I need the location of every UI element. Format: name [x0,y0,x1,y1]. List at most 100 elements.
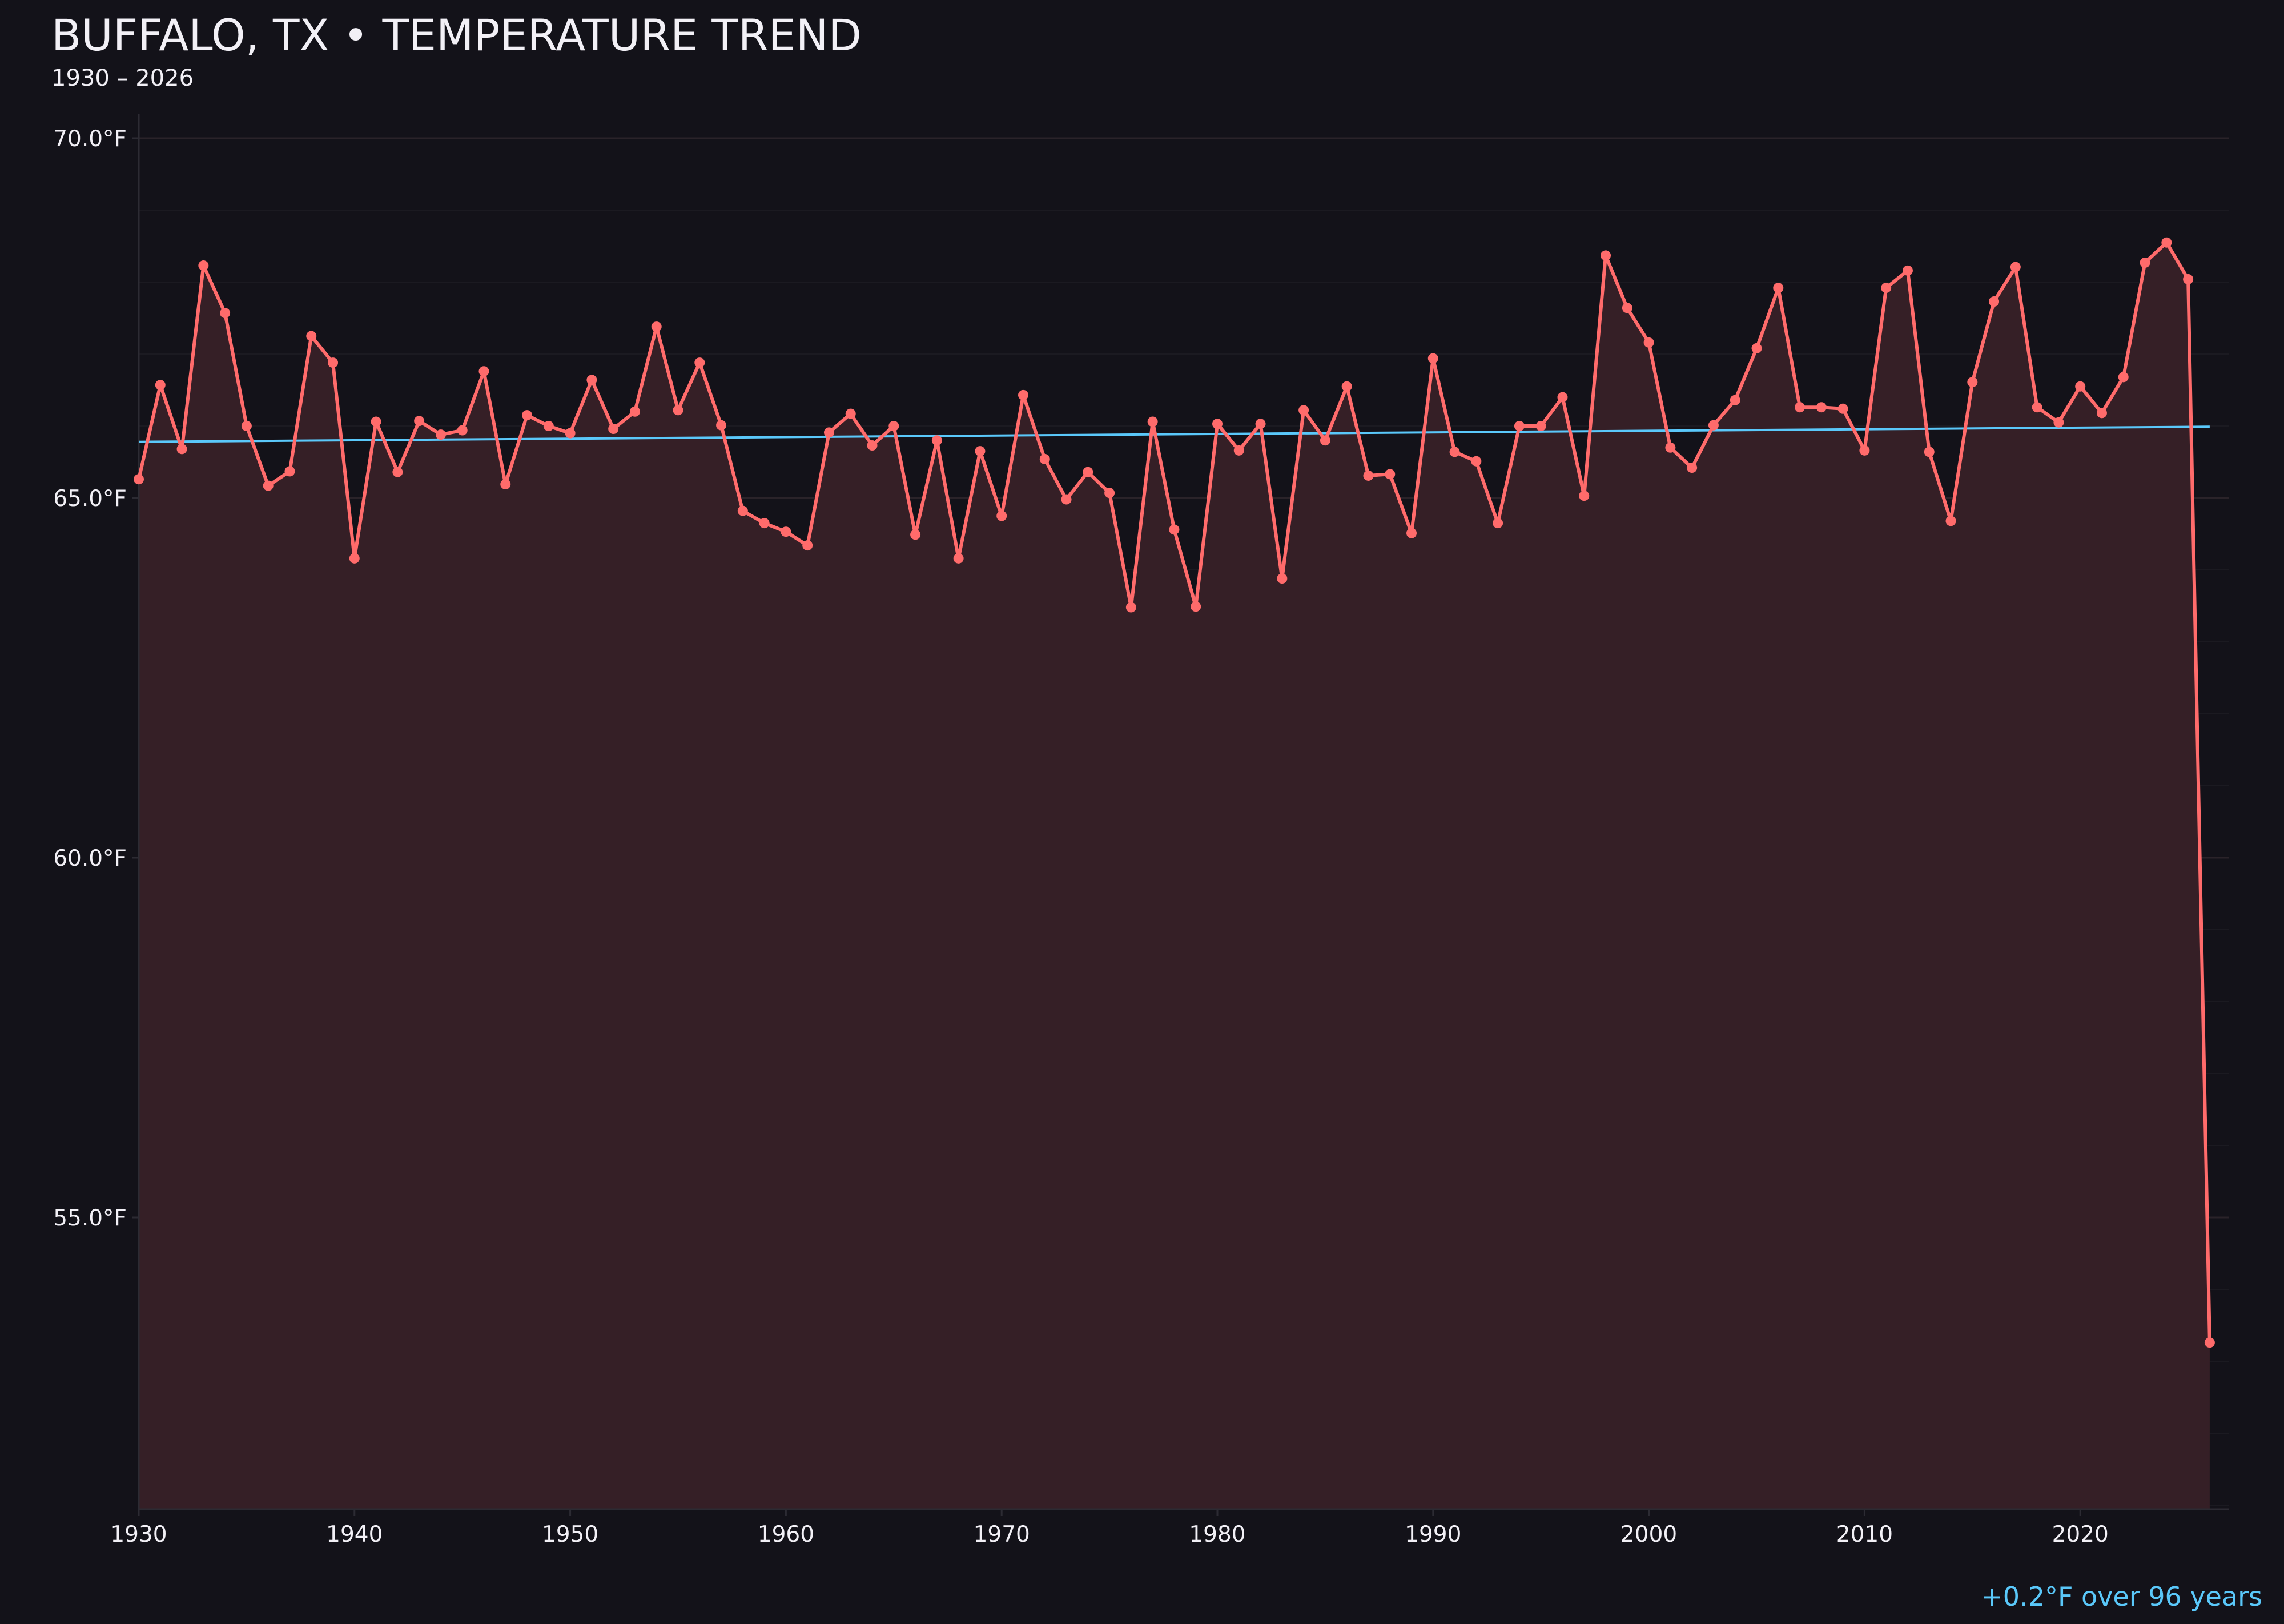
data-point-1981 [1233,445,1244,456]
data-point-1984 [1298,405,1309,416]
data-point-1972 [1039,453,1050,464]
data-point-1988 [1385,469,1396,480]
data-point-1956 [694,357,705,368]
data-point-2023 [2140,257,2150,268]
data-point-2005 [1751,343,1762,353]
data-point-1933 [198,260,209,271]
x-tick-label: 1990 [1405,1522,1461,1547]
data-point-2016 [1989,296,2000,307]
x-tick-label: 1970 [974,1522,1030,1547]
data-point-2014 [1945,516,1956,526]
x-tick-label: 2000 [1620,1522,1677,1547]
trend-line [138,425,2210,443]
data-point-1970 [996,510,1007,521]
data-point-1930 [134,474,144,485]
data-point-1971 [1018,389,1028,400]
data-point-2004 [1730,395,1740,405]
data-point-2026 [2204,1337,2215,1348]
data-point-1973 [1061,494,1072,505]
data-point-1997 [1579,491,1590,501]
data-point-1932 [176,444,187,455]
data-point-1953 [629,406,640,417]
data-point-1938 [306,331,317,341]
data-point-1992 [1471,456,1482,467]
chart-subtitle: 1930 – 2026 [51,65,194,91]
y-tick-label: 60.0°F [53,846,127,871]
data-point-1947 [500,479,511,490]
data-point-2012 [1902,265,1913,276]
data-point-1959 [759,518,770,529]
data-point-2017 [2010,262,2021,272]
data-point-1975 [1104,488,1115,499]
data-point-1954 [651,321,662,332]
x-tick-label: 1960 [758,1522,814,1547]
data-point-1967 [931,435,942,446]
x-tick-label: 2010 [1836,1522,1893,1547]
x-tick-label: 1940 [326,1522,383,1547]
x-tick-label: 1980 [1189,1522,1245,1547]
data-point-2018 [2032,402,2042,413]
data-point-2011 [1881,283,1892,294]
data-point-1955 [673,405,683,416]
data-point-2015 [1967,377,1978,388]
data-point-1940 [349,553,360,564]
data-point-1950 [565,428,576,439]
data-point-2021 [2096,408,2107,419]
data-point-1952 [608,424,619,435]
data-point-1998 [1601,250,1611,261]
data-point-1979 [1191,601,1201,612]
data-point-1931 [155,380,166,391]
data-point-1969 [975,446,986,457]
data-point-2010 [1859,445,1870,456]
data-point-1963 [845,408,856,419]
data-points [134,237,2215,1348]
data-point-1943 [414,416,425,427]
data-point-1951 [586,375,597,385]
y-tick-label: 55.0°F [53,1205,127,1231]
data-point-1980 [1212,419,1223,429]
data-point-1944 [435,429,446,440]
data-point-2001 [1665,442,1676,453]
data-point-1985 [1320,435,1330,446]
trend-summary-label: +0.2°F over 96 years [1981,1581,2262,1612]
y-tick-label: 70.0°F [53,126,127,152]
x-tick-label: 2020 [2052,1522,2109,1547]
data-point-1999 [1622,303,1632,313]
y-axis-ticks: 55.0°F 60.0°F 65.0°F 70.0°F [53,126,139,1231]
data-point-2022 [2118,372,2129,383]
data-point-1965 [888,421,899,431]
data-point-2008 [1816,402,1827,413]
data-point-1961 [802,540,813,551]
data-point-1962 [823,427,834,438]
data-point-1995 [1535,421,1546,431]
x-tick-label: 1950 [542,1522,598,1547]
data-point-1966 [910,529,921,540]
data-point-1939 [328,357,339,368]
temperature-area-fill [139,242,2210,1510]
data-point-2003 [1708,420,1719,431]
chart-title: BUFFALO, TX • TEMPERATURE TREND [51,10,862,61]
data-point-1990 [1427,353,1438,364]
data-point-1982 [1255,419,1266,429]
data-point-1989 [1406,528,1417,538]
data-point-2025 [2183,274,2194,284]
data-point-1968 [953,553,964,564]
x-tick-label: 1930 [110,1522,167,1547]
data-point-1942 [392,467,403,477]
data-point-1978 [1169,524,1180,535]
data-point-1945 [457,425,468,436]
data-point-2020 [2075,381,2086,392]
data-point-2019 [2053,417,2064,428]
data-point-2007 [1795,402,1806,413]
axes [138,114,2229,1510]
data-point-1976 [1125,602,1136,613]
data-point-2002 [1687,463,1698,473]
data-point-1986 [1341,381,1352,392]
data-point-1958 [737,505,748,516]
data-point-1960 [781,526,791,537]
x-axis-ticks: 1930 1940 1950 1960 1970 1980 1990 2000 2010 2020 [110,1509,2109,1547]
data-point-1991 [1449,447,1460,457]
data-point-1977 [1147,416,1158,427]
data-point-1994 [1514,421,1525,431]
